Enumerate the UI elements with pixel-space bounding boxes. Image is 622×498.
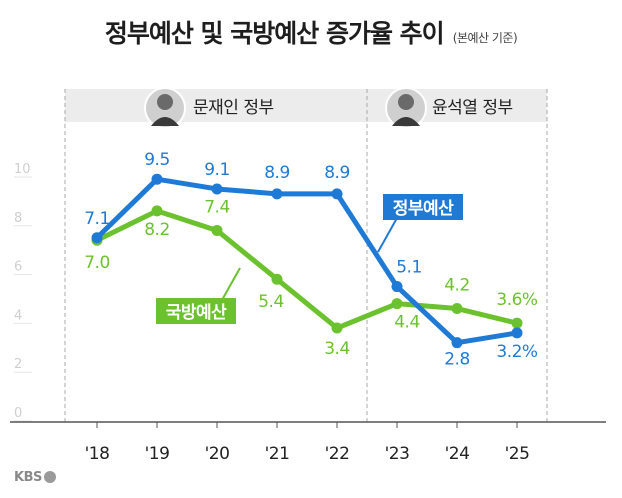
defense-value-label-6: 4.2 <box>444 276 470 296</box>
government-value-label-6: 2.8 <box>444 350 470 370</box>
government-point-1 <box>151 173 163 185</box>
chart-title: 정부예산 및 국방예산 증가율 추이 <box>104 19 445 48</box>
government-point-2 <box>211 183 223 195</box>
defense-point-7 <box>511 317 523 329</box>
government-value-label-2: 9.1 <box>204 160 230 180</box>
portrait-head-0 <box>157 94 173 110</box>
government-value-label-0: 7.1 <box>84 209 110 229</box>
government-point-5 <box>391 281 403 293</box>
government-point-4 <box>331 188 343 200</box>
government-value-label-1: 9.5 <box>144 150 170 170</box>
government-value-label-4: 8.9 <box>324 163 350 183</box>
series-line-government <box>95 176 518 346</box>
period-label-0: 문재인 정부 <box>193 98 274 118</box>
y-tick-label-3: 6 <box>14 260 22 275</box>
period-label-1: 윤석열 정부 <box>432 98 513 118</box>
government-value-label-3: 8.9 <box>264 163 290 183</box>
defense-value-label-4: 3.4 <box>324 339 350 359</box>
defense-point-2 <box>211 224 223 236</box>
government-point-0 <box>91 232 103 244</box>
y-tick-label-0: 0 <box>14 406 22 421</box>
y-tick-label-2: 4 <box>14 308 22 323</box>
government-series-label: 정부예산 <box>393 199 454 219</box>
government-point-6 <box>451 337 463 349</box>
defense-callout-line <box>221 267 241 301</box>
kbs-logo-text: KBS <box>14 470 42 485</box>
portrait-head-1 <box>398 94 414 110</box>
x-tick-label-6: '24 <box>445 444 470 464</box>
x-tick-label-7: '25 <box>505 444 530 464</box>
defense-point-6 <box>451 303 463 315</box>
government-callout-line <box>377 217 398 253</box>
portrait-body-0 <box>151 117 179 126</box>
x-tick-label-5: '23 <box>385 444 410 464</box>
defense-series-label: 국방예산 <box>166 303 227 323</box>
x-tick-label-3: '21 <box>265 444 290 464</box>
kbs-logo: KBS <box>14 470 56 485</box>
defense-value-label-7: 3.6% <box>496 290 538 310</box>
chart-subtitle: (본예산 기준) <box>452 31 518 45</box>
x-tick-label-1: '19 <box>145 444 170 464</box>
government-value-label-7: 3.2% <box>496 342 538 362</box>
defense-point-3 <box>271 273 283 285</box>
chart-title-block: 정부예산 및 국방예산 증가율 추이 (본예산 기준) <box>0 14 622 50</box>
y-tick-label-4: 8 <box>14 211 22 226</box>
defense-point-1 <box>151 205 163 217</box>
government-value-label-5: 5.1 <box>396 258 422 278</box>
x-tick-label-0: '18 <box>85 444 110 464</box>
defense-value-label-0: 7.0 <box>84 253 110 273</box>
y-tick-label-5: 10 <box>14 162 31 177</box>
x-tick-label-2: '20 <box>205 444 230 464</box>
defense-point-5 <box>391 298 403 310</box>
defense-point-4 <box>331 322 343 334</box>
defense-value-label-2: 7.4 <box>204 197 230 217</box>
series-line-defense <box>95 208 518 331</box>
y-tick-label-1: 2 <box>14 357 22 372</box>
defense-value-label-3: 5.4 <box>258 292 284 312</box>
government-point-3 <box>271 188 283 200</box>
portrait-body-1 <box>392 117 420 126</box>
defense-callout-box <box>156 298 236 324</box>
government-callout-box <box>383 194 463 220</box>
kbs-logo-mark-icon <box>43 471 56 483</box>
defense-value-label-1: 8.2 <box>144 220 170 240</box>
x-tick-label-4: '22 <box>325 444 350 464</box>
defense-value-label-5: 4.4 <box>394 313 420 333</box>
government-point-7 <box>511 327 523 339</box>
